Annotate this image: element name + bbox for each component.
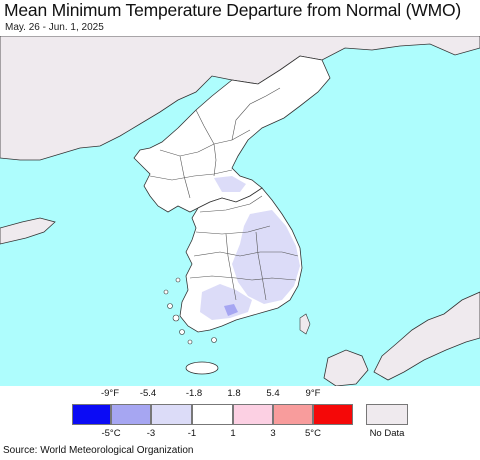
legend-f-label: 5.4 — [266, 388, 280, 399]
source-credit: Source: World Meteorological Organizatio… — [3, 445, 194, 456]
legend: -9°F -5.4 -1.8 1.8 5.4 9°F -5°C -3 -1 1 … — [0, 386, 480, 444]
legend-swatch — [273, 404, 313, 425]
cool-anomaly-central — [214, 176, 246, 192]
cool-anomaly-east — [232, 210, 300, 304]
date-range: May. 26 - Jun. 1, 2025 — [5, 22, 104, 33]
legend-f-label: -9°F — [100, 388, 120, 399]
legend-swatch — [233, 404, 273, 425]
cool-anomaly-south — [200, 284, 252, 320]
tsushima-island — [299, 313, 311, 335]
legend-swatch — [192, 404, 233, 425]
legend-swatch — [151, 404, 192, 425]
legend-c-label: 1 — [230, 428, 236, 439]
legend-c-label: -3 — [146, 428, 156, 439]
map-title: Mean Minimum Temperature Departure from … — [4, 0, 462, 20]
shandong-peninsula — [0, 217, 56, 245]
legend-f-label: 9°F — [305, 388, 321, 399]
legend-c-label: 3 — [270, 428, 276, 439]
japan-kyushu — [323, 349, 369, 386]
province-borders — [149, 87, 299, 301]
legend-swatch — [313, 404, 353, 425]
legend-nodata-label: No Data — [369, 428, 405, 439]
southwest-islands — [163, 277, 217, 345]
legend-f-label: 1.8 — [227, 388, 241, 399]
legend-f-label: -1.8 — [185, 388, 203, 399]
map-area — [0, 36, 480, 386]
legend-swatch — [111, 404, 151, 425]
legend-swatch — [72, 404, 111, 425]
legend-c-label: -5°C — [101, 428, 121, 439]
legend-c-label: 5°C — [305, 428, 321, 439]
jeju-island — [185, 361, 219, 375]
china-russia-landmass — [0, 36, 480, 161]
cool-anomaly-mid — [224, 304, 238, 316]
map-svg — [0, 36, 480, 386]
japan-honshu — [373, 291, 480, 381]
legend-nodata-swatch — [366, 404, 408, 425]
legend-f-label: -5.4 — [139, 388, 157, 399]
legend-c-label: -1 — [187, 428, 197, 439]
